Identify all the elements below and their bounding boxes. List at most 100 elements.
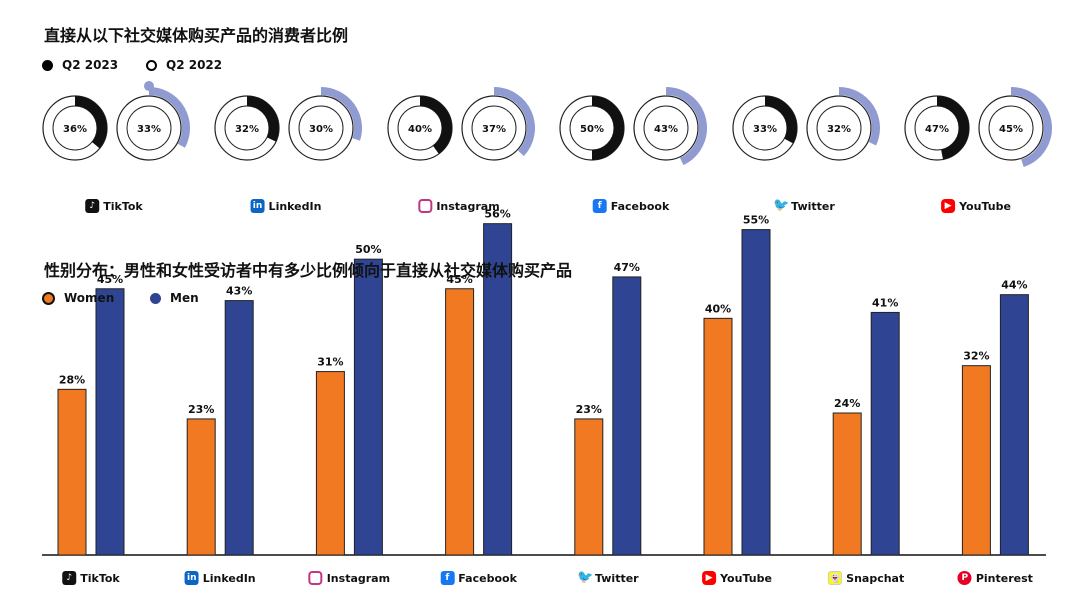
bar-platform-pinterest: P Pinterest — [957, 571, 1033, 585]
donut-platform-instagram: Instagram — [418, 199, 500, 213]
bar-label-men-youtube: 55% — [743, 214, 769, 227]
bar-platform-facebook: f Facebook — [440, 571, 517, 585]
bar-women-facebook — [445, 288, 475, 556]
legend-item-men: Men — [150, 291, 199, 305]
donut-arc-q2-2023-youtube — [936, 96, 969, 160]
donut-track-q2-2022-linkedin — [288, 95, 354, 161]
donut-label-q2-2023-instagram: 40% — [408, 124, 432, 135]
bar-section-title: 性别分布：男性和女性受访者中有多少比例倾向于直接从社交媒体购买产品 — [44, 261, 573, 280]
donut-arc-q2-2022-instagram — [493, 87, 535, 157]
donut-arc-q2-2023-twitter — [764, 96, 797, 144]
donut-arc-q2-2023-instagram — [419, 96, 452, 154]
donut-arc-q2-2022-twitter — [838, 87, 880, 146]
donut-inner-q2-2022-facebook — [643, 105, 689, 151]
donut-arc-q2-2022-linkedin — [320, 87, 362, 141]
donut-platform-youtube: ▶ YouTube — [941, 199, 1011, 213]
donut-platform-facebook: f Facebook — [592, 199, 670, 213]
platform-label: Facebook — [610, 199, 670, 213]
platform-label: Snapchat — [846, 571, 905, 585]
donut-arc-q2-2022-facebook — [665, 87, 707, 166]
platform-label: TikTok — [103, 199, 143, 213]
bar-men-youtube — [741, 229, 771, 556]
bar-platform-twitter: 🐦 Twitter — [577, 571, 639, 585]
platform-label: Twitter — [791, 199, 835, 213]
legend-label: Q2 2022 — [166, 58, 223, 72]
platform-label: Twitter — [594, 571, 639, 585]
donut-platform-twitter: 🐦 Twitter — [773, 199, 835, 213]
twitter-icon: 🐦 — [576, 570, 594, 585]
donut-label-q2-2022-linkedin: 30% — [309, 124, 333, 135]
donut-label-q2-2022-twitter: 32% — [827, 124, 851, 135]
donut-label-q2-2022-youtube: 45% — [999, 124, 1023, 135]
platform-label: YouTube — [720, 571, 772, 585]
pinterest-icon: P — [957, 571, 972, 585]
bar-men-pinterest — [999, 294, 1029, 556]
bar-label-women-tiktok: 28% — [59, 373, 85, 386]
bar-label-men-instagram: 50% — [355, 243, 381, 256]
snapchat-icon: 👻 — [828, 571, 843, 585]
donut-arc-q2-2023-facebook — [591, 96, 624, 160]
donut-track-q2-2022-youtube — [978, 95, 1044, 161]
bar-platform-instagram: Instagram — [308, 571, 391, 585]
bar-women-instagram — [315, 371, 345, 556]
bar-women-pinterest — [961, 365, 991, 556]
donut-arc-q2-2022-tiktok — [148, 87, 190, 148]
instagram-icon — [418, 199, 433, 213]
legend-swatch-hollow-icon — [146, 59, 157, 71]
bar-label-men-facebook: 56% — [484, 208, 510, 221]
donut-track-q2-2022-facebook — [633, 95, 699, 161]
bar-women-linkedin — [186, 418, 216, 556]
bar-men-instagram — [353, 258, 383, 556]
donut-label-q2-2023-youtube: 47% — [925, 124, 949, 135]
donut-inner-q2-2022-instagram — [471, 105, 517, 151]
linkedin-icon: in — [184, 571, 199, 585]
platform-label: YouTube — [959, 199, 1011, 213]
donut-track-q2-2022-twitter — [806, 95, 872, 161]
donut-label-q2-2023-linkedin: 32% — [235, 124, 259, 135]
donut-track-q2-2022-tiktok — [116, 95, 182, 161]
bar-label-women-instagram: 31% — [317, 356, 343, 369]
instagram-icon — [308, 571, 323, 585]
bar-platform-tiktok: ♪ TikTok — [62, 571, 120, 585]
bar-label-women-linkedin: 23% — [188, 403, 214, 416]
twitter-icon: 🐦 — [773, 198, 790, 213]
bar-label-women-twitter: 23% — [576, 403, 602, 416]
bar-women-twitter — [574, 418, 604, 556]
donut-platform-tiktok: ♪ TikTok — [85, 199, 143, 213]
platform-label: Instagram — [326, 571, 391, 585]
platform-label: LinkedIn — [268, 199, 322, 213]
linkedin-icon: in — [250, 199, 265, 213]
youtube-icon: ▶ — [941, 199, 956, 213]
donut-inner-q2-2022-tiktok — [126, 105, 172, 151]
donut-arc-q2-2023-linkedin — [246, 96, 279, 142]
platform-label: Instagram — [436, 199, 500, 213]
legend-label: Q2 2023 — [62, 58, 119, 72]
facebook-icon: f — [592, 199, 607, 213]
bar-label-women-pinterest: 32% — [963, 350, 989, 363]
bar-platform-linkedin: in LinkedIn — [184, 571, 256, 585]
bar-men-twitter — [612, 276, 642, 556]
youtube-icon: ▶ — [702, 571, 717, 585]
tiktok-icon: ♪ — [62, 571, 77, 585]
donut-label-q2-2022-tiktok: 33% — [137, 124, 161, 135]
donut-label-q2-2023-tiktok: 36% — [63, 124, 87, 135]
bar-label-women-snapchat: 24% — [834, 397, 860, 410]
donut-inner-q2-2022-linkedin — [298, 105, 344, 151]
legend-label: Men — [170, 291, 199, 305]
donut-label-q2-2023-twitter: 33% — [753, 124, 777, 135]
bar-men-facebook — [483, 223, 513, 556]
bar-women-snapchat — [832, 412, 862, 556]
donut-track-q2-2022-instagram — [461, 95, 527, 161]
legend-item-q2-2022: Q2 2022 — [146, 58, 222, 72]
platform-label: Pinterest — [975, 571, 1033, 585]
bar-platform-snapchat: 👻 Snapchat — [828, 571, 904, 585]
donut-label-q2-2023-facebook: 50% — [580, 124, 604, 135]
facebook-icon: f — [440, 571, 455, 585]
bar-men-tiktok — [95, 288, 125, 556]
bar-men-snapchat — [870, 311, 900, 556]
donut-platform-linkedin: in LinkedIn — [250, 199, 322, 213]
tiktok-icon: ♪ — [85, 199, 100, 213]
bar-label-men-pinterest: 44% — [1001, 279, 1027, 292]
bar-women-youtube — [703, 317, 733, 556]
